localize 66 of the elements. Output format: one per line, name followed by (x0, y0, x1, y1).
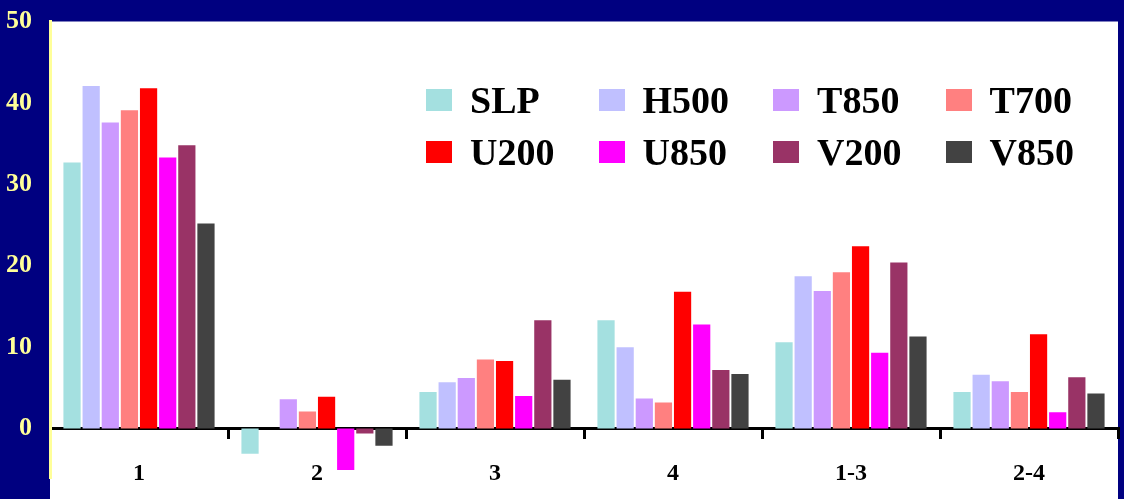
bar (476, 359, 495, 429)
legend-label: T850 (817, 78, 900, 122)
bar (241, 428, 259, 454)
bar (317, 396, 336, 429)
legend-label: V200 (817, 130, 902, 174)
x-tick-label: 4 (667, 459, 679, 486)
bar (178, 145, 196, 429)
bar (1068, 377, 1086, 429)
bar (101, 122, 119, 429)
bar (375, 428, 393, 446)
x-tick-label: 1-3 (835, 459, 867, 486)
legend-label: U850 (642, 130, 727, 174)
bar (794, 276, 812, 429)
legend-label: H500 (642, 78, 730, 122)
bar (63, 162, 81, 429)
x-tick-label: 1 (133, 459, 145, 486)
bar (337, 428, 355, 471)
bar (139, 88, 158, 429)
bar (534, 320, 552, 429)
bar (890, 262, 908, 429)
bar (813, 291, 831, 429)
x-tick-label: 2 (311, 459, 323, 486)
bar (909, 336, 927, 429)
bar (159, 157, 177, 429)
bar (1087, 393, 1105, 429)
bar (515, 396, 533, 429)
x-tick-label: 3 (489, 459, 501, 486)
y-tick-label: 10 (6, 330, 32, 360)
legend-label: T700 (989, 78, 1072, 122)
bar (635, 398, 653, 429)
bar (731, 374, 749, 429)
bar (972, 374, 990, 429)
bar (495, 361, 514, 429)
bar (953, 391, 971, 429)
legend-label: V850 (989, 130, 1074, 174)
bar (197, 223, 215, 429)
bar (712, 369, 730, 429)
bar (654, 402, 673, 429)
bar (851, 246, 870, 429)
y-tick-label: 30 (6, 168, 32, 198)
x-tick-label: 2-4 (1013, 459, 1045, 486)
legend-label: SLP (470, 78, 540, 122)
bar (991, 381, 1009, 429)
bar (1029, 334, 1048, 429)
bar (1049, 412, 1067, 429)
bar (597, 320, 615, 429)
bar (616, 347, 634, 429)
bar (871, 352, 889, 429)
bar (438, 382, 456, 429)
legend-label: U200 (470, 130, 555, 174)
bar (457, 378, 475, 429)
bar (1010, 391, 1029, 429)
y-tick-label: 20 (6, 249, 32, 279)
y-tick-label: 50 (6, 5, 32, 35)
bar (673, 291, 692, 429)
bar (832, 272, 851, 429)
y-tick-label: 40 (6, 86, 32, 116)
bar (298, 411, 317, 429)
y-tick-label: 0 (19, 412, 32, 442)
bar (120, 110, 139, 429)
bar (419, 391, 437, 429)
bar (775, 342, 793, 429)
bar (279, 399, 297, 429)
bar (82, 85, 100, 429)
bar (693, 324, 711, 429)
bar (553, 379, 571, 429)
